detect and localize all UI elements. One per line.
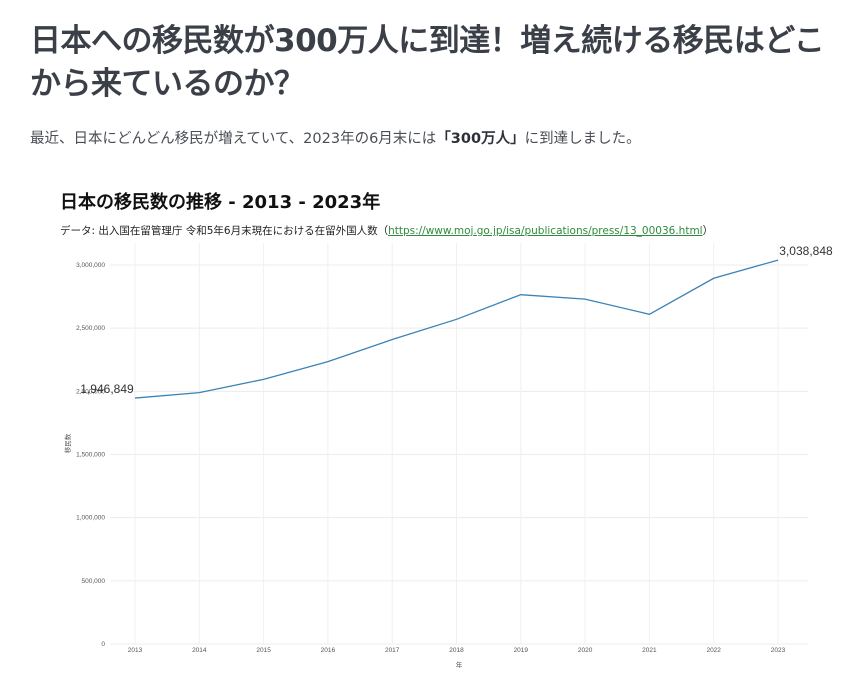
data-label: 3,038,848 <box>779 244 833 258</box>
y-axis-ticks: 0 500,000 1,000,000 1,500,000 2,000,000 2,500… <box>76 262 105 648</box>
y-tick-label: 2,000,000 <box>76 388 105 395</box>
source-suffix: ） <box>702 225 714 237</box>
chart-annotations: 1,946,849 3,038,848 <box>80 244 833 396</box>
x-axis-ticks: 2013 2014 2015 2016 2017 2018 2019 2020 2021 2022… <box>128 647 786 654</box>
x-tick-label: 2015 <box>256 647 271 654</box>
article-headline: 日本への移民数が300万人に到達！増え続ける移民はどこから来ているのか？ <box>30 23 825 102</box>
x-tick-label: 2014 <box>192 647 207 654</box>
lede-text-after: に到達しました。 <box>524 131 641 147</box>
lede-text-before: 最近、日本にどんどん移民が増えていて、2023年の6月末には <box>30 131 437 147</box>
x-tick-label: 2023 <box>771 647 786 654</box>
x-tick-label: 2013 <box>128 647 143 654</box>
x-tick-label: 2021 <box>642 647 657 654</box>
x-tick-label: 2022 <box>706 647 721 654</box>
y-tick-label: 3,000,000 <box>76 262 105 269</box>
y-tick-label: 1,000,000 <box>76 515 105 522</box>
x-tick-label: 2016 <box>321 647 336 654</box>
chart-source: データ: 出入国在留管理庁 令和5年6月末現在における在留外国人数（https:… <box>60 223 713 238</box>
series-line <box>134 259 779 399</box>
data-label: 1,946,849 <box>80 382 134 396</box>
x-tick-label: 2019 <box>514 647 529 654</box>
source-link[interactable]: https://www.moj.go.jp/isa/publications/p… <box>388 225 703 237</box>
chart-grid <box>110 243 808 645</box>
x-tick-label: 2018 <box>449 647 464 654</box>
chart-title: 日本の移民数の推移 - 2013 - 2023年 <box>60 192 381 213</box>
source-prefix: データ: 出入国在留管理庁 令和5年6月末現在における在留外国人数（ <box>60 225 389 237</box>
y-tick-label: 1,500,000 <box>76 452 105 459</box>
article-lede: 最近、日本にどんどん移民が増えていて、2023年の6月末には「300万人」に到達… <box>30 127 641 148</box>
y-axis-title: 移民数 <box>63 433 72 453</box>
x-axis-title: 年 <box>456 660 463 669</box>
chart-series <box>134 259 779 399</box>
x-tick-label: 2017 <box>385 647 400 654</box>
lede-emphasis: 「300万人」 <box>436 131 525 147</box>
y-tick-label: 0 <box>101 641 105 648</box>
x-tick-label: 2020 <box>578 647 593 654</box>
y-tick-label: 500,000 <box>82 578 106 585</box>
y-tick-label: 2,500,000 <box>76 325 105 332</box>
